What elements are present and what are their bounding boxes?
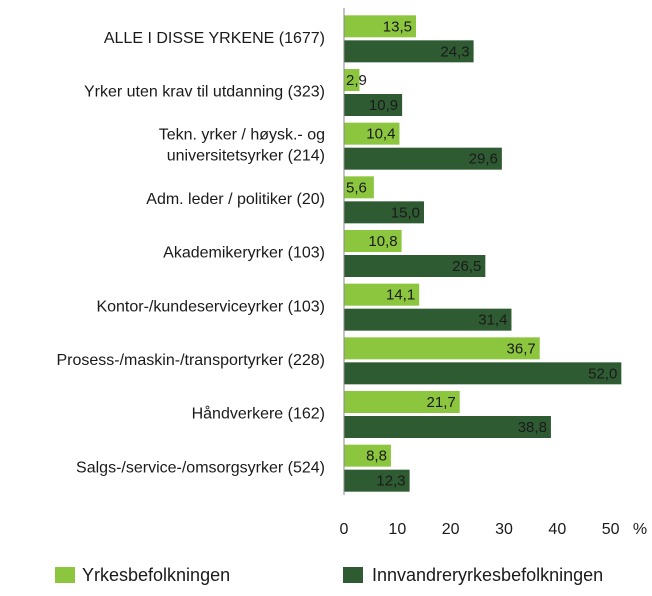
y-tick-label: Yrker uten krav til utdanning (323) (84, 84, 325, 101)
value-label: 29,6 (469, 151, 498, 168)
x-axis-label: % (633, 521, 647, 538)
value-label: 2,9 (346, 72, 367, 89)
value-label: 10,8 (368, 233, 397, 250)
x-tick-label: 50 (602, 521, 620, 538)
y-tick-label: Prosess-/maskin-/transportyrker (228) (56, 352, 325, 369)
value-label: 26,5 (452, 258, 481, 275)
x-tick-label: 40 (548, 521, 566, 538)
y-tick-label: Salgs-/service-/omsorgsyrker (524) (76, 459, 325, 476)
legend-label: Innvandreryrkesbefolkningen (372, 565, 603, 585)
bar (344, 230, 402, 252)
bar (344, 40, 474, 63)
value-label: 12,3 (376, 473, 405, 490)
bar (344, 15, 416, 38)
bar (344, 255, 486, 277)
bar (344, 469, 410, 492)
value-label: 8,8 (366, 448, 387, 465)
value-label: 10,4 (366, 126, 395, 143)
legend-swatch (55, 567, 75, 583)
bar (344, 201, 424, 224)
bar (344, 444, 391, 467)
bar (344, 362, 622, 385)
x-tick-label: 0 (340, 521, 349, 538)
y-tick-label: Kontor-/kundeserviceyrker (103) (96, 298, 325, 315)
y-tick-label: Akademikeryrker (103) (163, 245, 325, 262)
legend-swatch (343, 567, 363, 583)
bar (344, 391, 460, 413)
value-label: 14,1 (386, 287, 415, 304)
value-label: 10,9 (369, 97, 398, 114)
y-tick-label: Tekn. yrker / høysk.- og universitetsyrke… (159, 127, 325, 165)
bar (344, 308, 512, 331)
value-label: 36,7 (507, 340, 536, 357)
bar (344, 416, 551, 438)
value-label: 31,4 (478, 312, 507, 329)
bar (344, 176, 374, 199)
value-label: 15,0 (391, 204, 420, 221)
bar (344, 94, 403, 116)
x-tick-label: 10 (388, 521, 406, 538)
value-label: 24,3 (440, 43, 469, 60)
value-label: 52,0 (588, 365, 617, 382)
y-tick-label: Håndverkere (162) (192, 405, 325, 423)
value-label: 13,5 (383, 18, 412, 35)
bar (344, 147, 502, 170)
x-tick-label: 30 (495, 521, 513, 538)
y-tick-label: Adm. leder / politiker (20) (146, 191, 325, 208)
bar (344, 337, 540, 360)
x-tick-label: 20 (442, 521, 460, 538)
bar (344, 69, 360, 91)
value-label: 38,8 (518, 419, 547, 436)
bar (344, 283, 420, 306)
legend-label: Yrkesbefolkningen (82, 565, 230, 585)
value-label: 5,6 (346, 179, 367, 196)
y-tick-label: ALLE I DISSE YRKENE (1677) (104, 30, 325, 47)
value-label: 21,7 (427, 394, 456, 411)
bar (344, 122, 400, 145)
